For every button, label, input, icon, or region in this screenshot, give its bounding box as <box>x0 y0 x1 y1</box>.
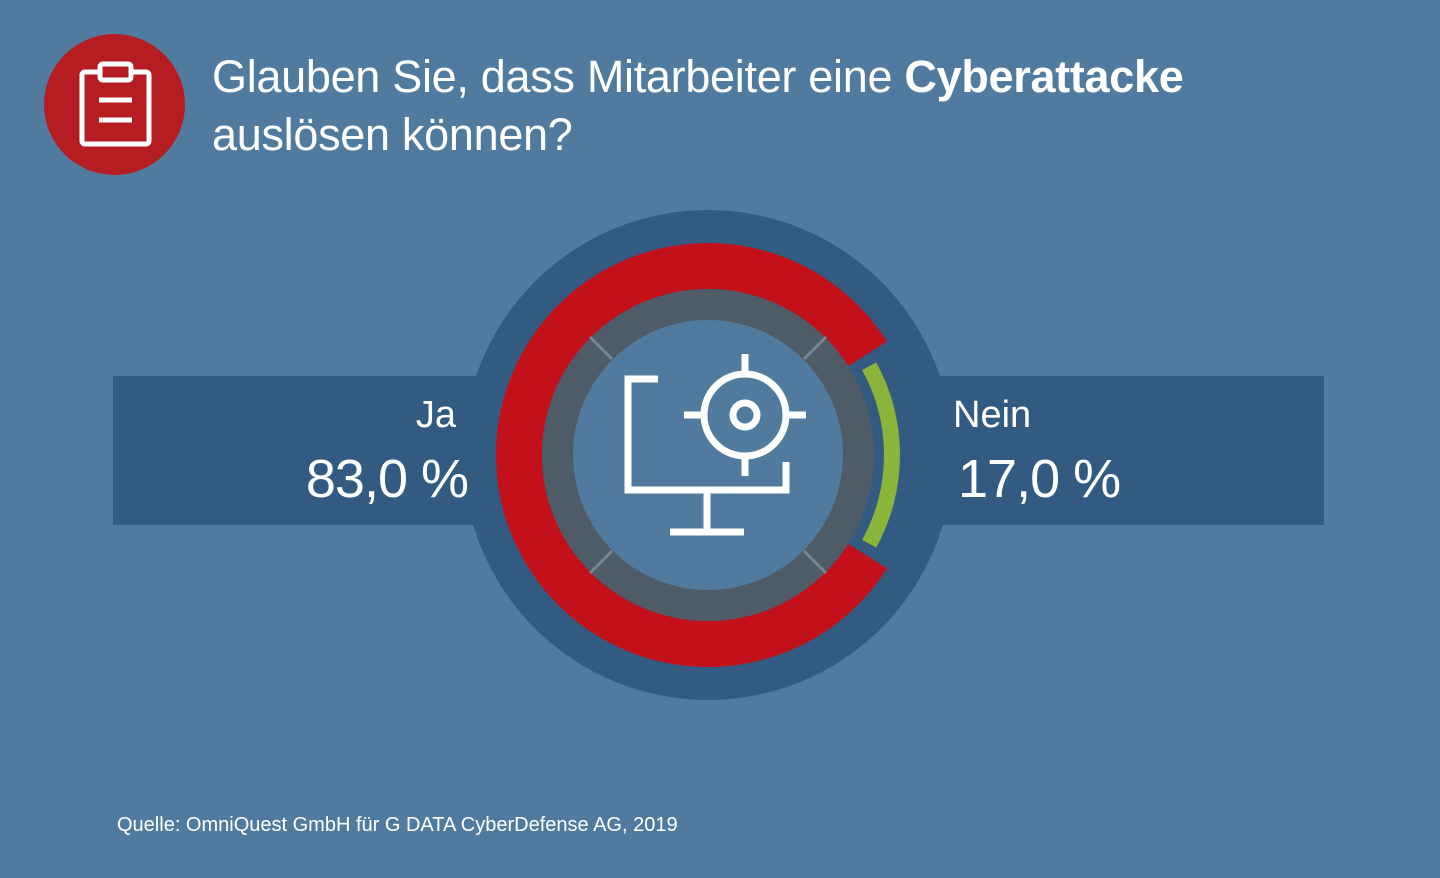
clipboard-icon-badge <box>44 34 185 175</box>
nein-value-label: 17,0 % <box>958 449 1121 509</box>
source-note: Quelle: OmniQuest GmbH für G DATA CyberD… <box>117 814 678 836</box>
title-regular: Glauben Sie, dass Mitarbeiter eine <box>212 51 893 102</box>
slice-nein <box>862 362 900 548</box>
inner-ring-ticks <box>588 335 828 575</box>
title-bold: Cyberattacke <box>904 51 1184 102</box>
chart-center-disc <box>573 320 843 590</box>
monitor-target-icon <box>624 354 806 536</box>
nein-label: Nein <box>953 394 1032 436</box>
clipboard-icon <box>79 61 152 147</box>
page-title: Glauben Sie, dass Mitarbeiter eine Cyber… <box>212 48 1392 164</box>
ja-label: Ja <box>415 394 456 436</box>
title-line2: auslösen können? <box>212 109 573 160</box>
ja-value-label: 83,0 % <box>305 449 469 509</box>
